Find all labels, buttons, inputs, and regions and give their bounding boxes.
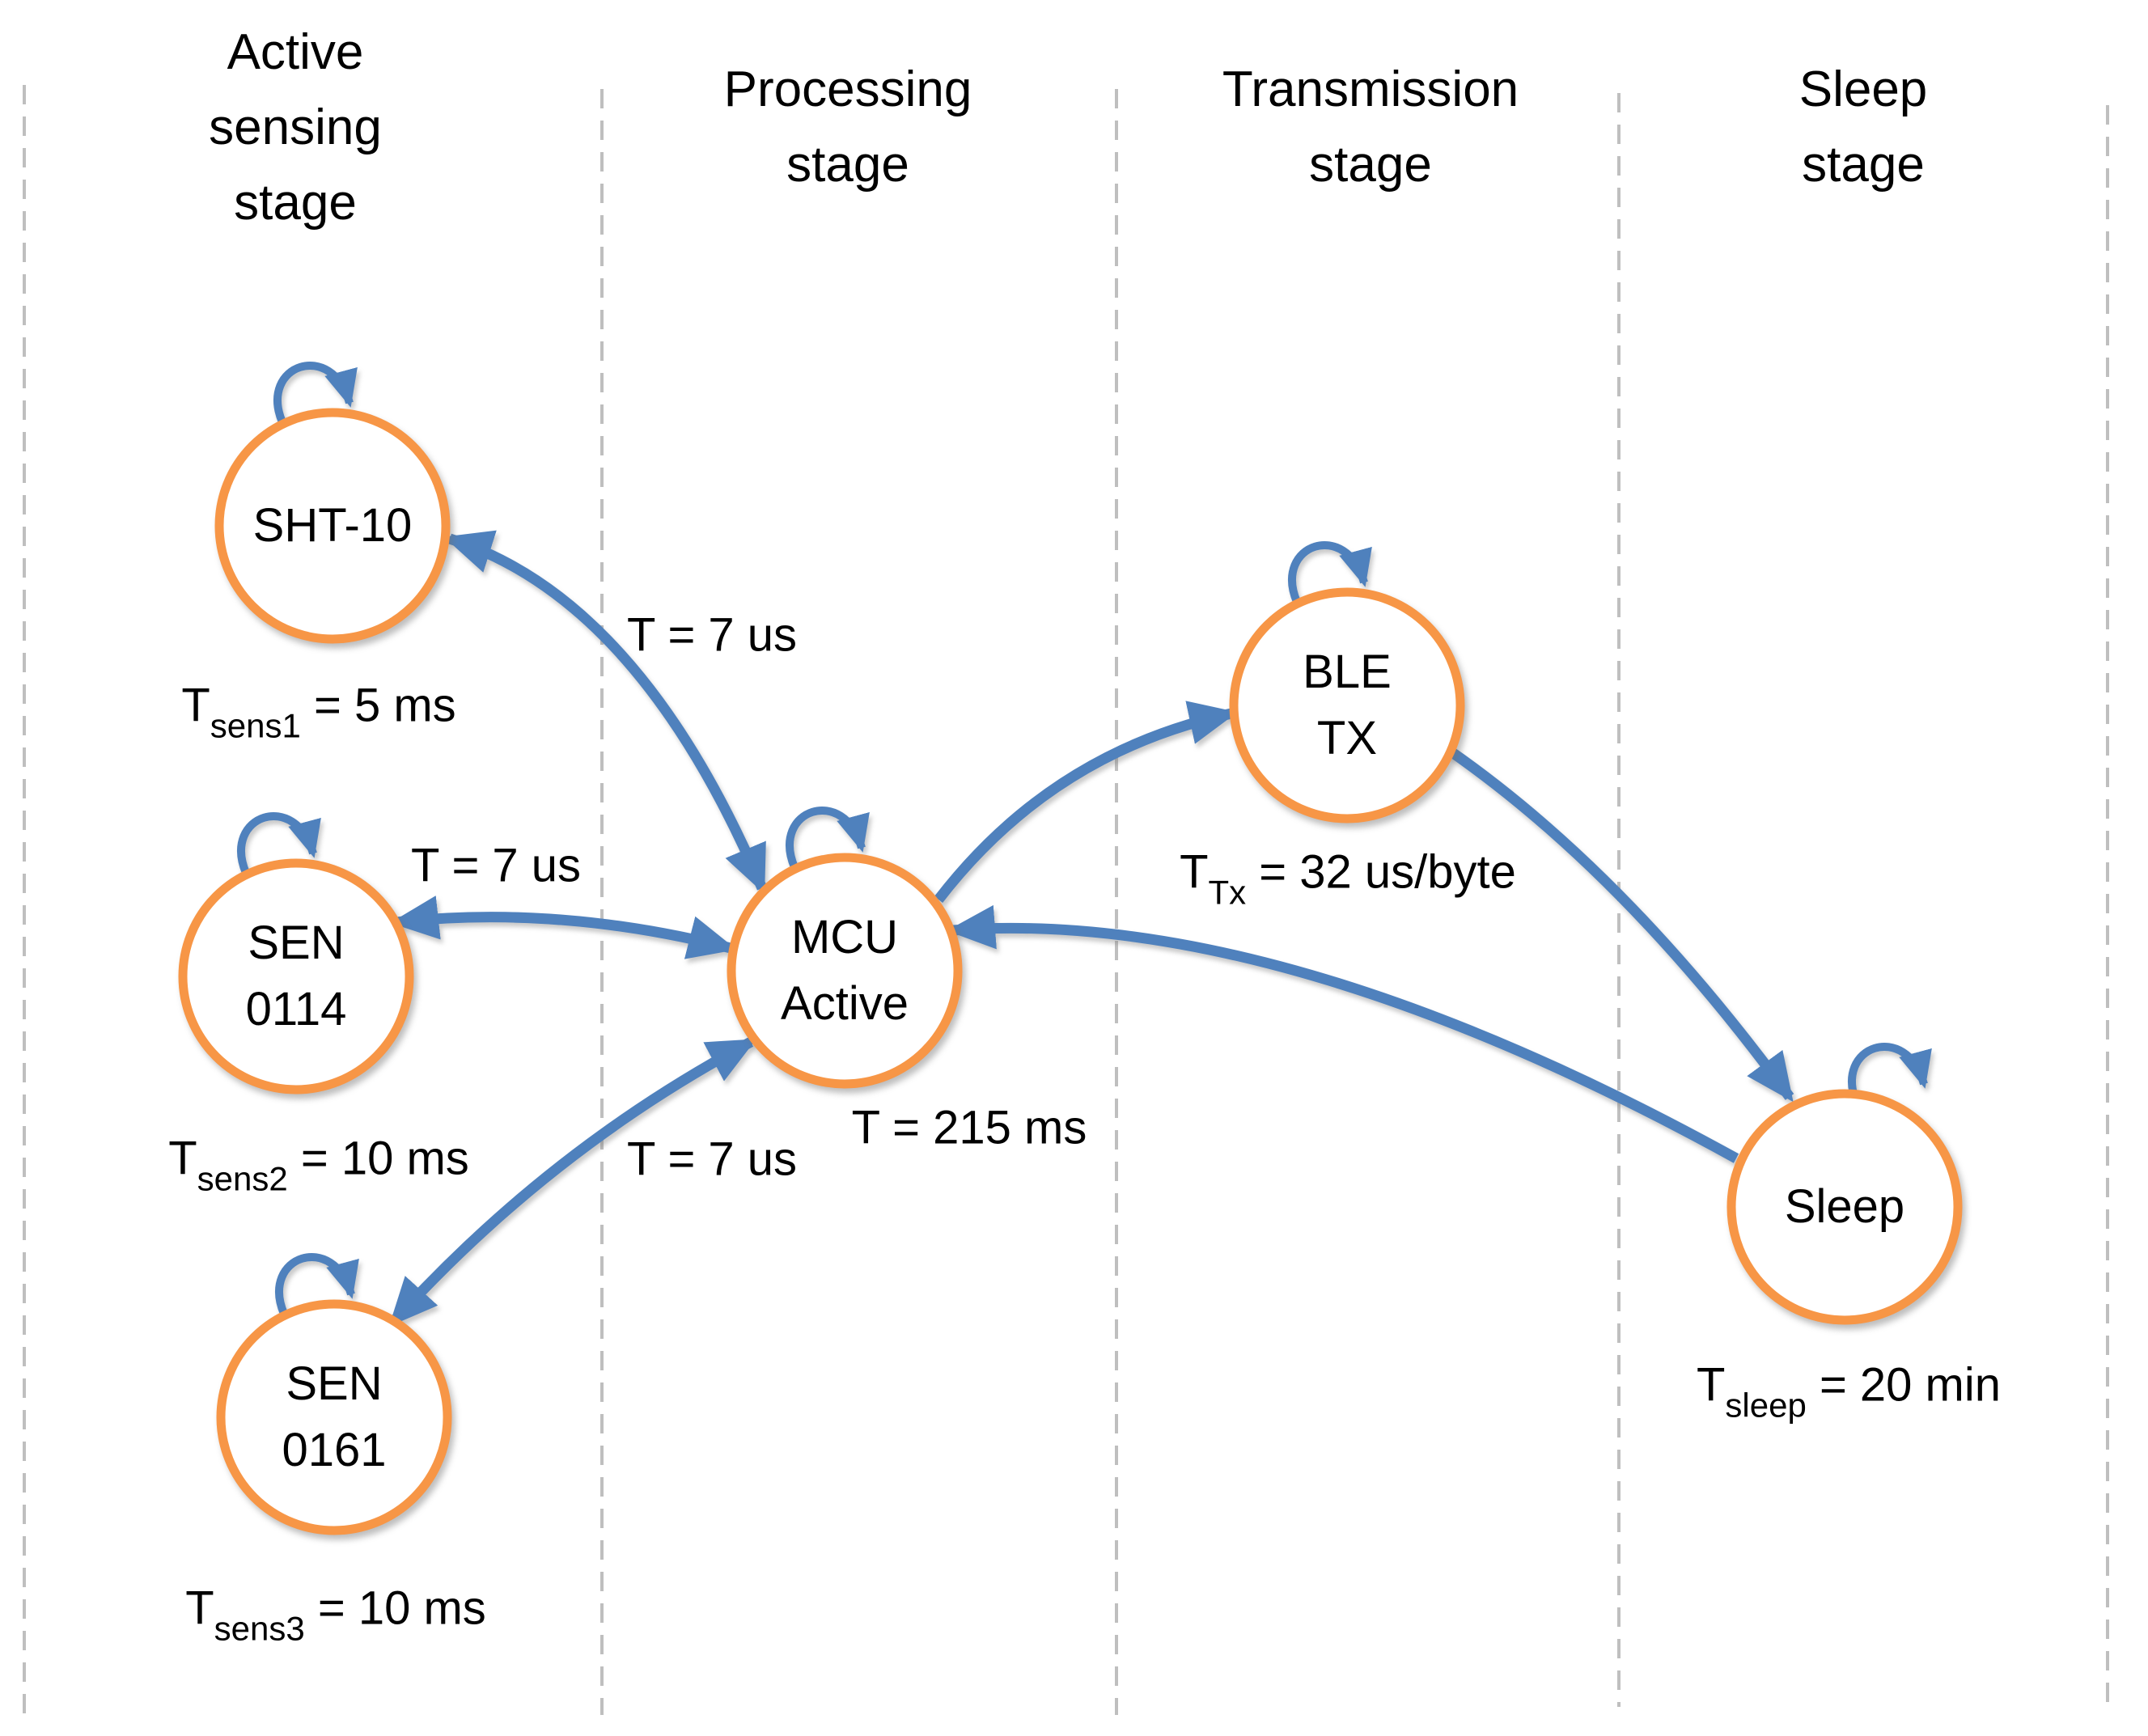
time-label-subscript: sleep (1725, 1386, 1807, 1425)
time-label-base: T (185, 1581, 214, 1635)
self-loop-sen0161 (275, 1253, 359, 1315)
self-loop-sht10 (273, 362, 358, 424)
node-label-sht10: SHT-10 (252, 499, 413, 552)
transition-edges (388, 530, 1794, 1327)
time-label-subscript: sens2 (197, 1159, 288, 1198)
time-label-base: T (1696, 1358, 1726, 1412)
time-label-mcu-active: T = 215 ms (851, 1101, 1087, 1154)
stage-header-active-sensing: Active sensing stage (209, 24, 382, 231)
node-label-mcu: MCU Active (781, 911, 909, 1030)
state-node-sen0161 (216, 1299, 452, 1535)
time-label-base: T (181, 679, 210, 732)
edge-mcu-ble (934, 701, 1238, 903)
edge-sht10-mcu (443, 530, 767, 895)
edge-ble-sleep (1447, 746, 1794, 1103)
edge-label-sht10-mcu: T = 7 us (626, 608, 798, 662)
time-label-sens3: Tsens3 = 10 ms (185, 1581, 486, 1646)
stage-header-processing: Processing stage (723, 61, 972, 193)
time-label-subscript: sens3 (214, 1609, 305, 1648)
self-loop-mcu (786, 807, 870, 869)
state-node-sleep (1726, 1089, 1963, 1325)
time-label-sens2: Tsens2 = 10 ms (168, 1132, 469, 1196)
state-node-mcu (727, 853, 963, 1089)
edge-sleep-mcu (947, 904, 1739, 1163)
state-node-sht10 (214, 408, 451, 644)
time-label-value: = 5 ms (300, 679, 456, 732)
node-label-sen0114: SEN 0114 (245, 917, 347, 1035)
state-nodes (178, 408, 1963, 1535)
time-label-value: = 10 ms (287, 1132, 469, 1185)
time-label-value: = 20 min (1806, 1358, 2002, 1412)
self-loop-sen0114 (237, 812, 321, 874)
node-label-ble-tx: BLE TX (1303, 646, 1392, 764)
edge-sen0161-mcu (388, 1037, 756, 1327)
time-label-value: = 32 us/byte (1246, 845, 1516, 899)
state-node-sen0114 (178, 858, 414, 1095)
state-node-ble-tx (1229, 587, 1465, 824)
self-loop-sleep (1848, 1043, 1932, 1105)
edge-label-sen0114-mcu: T = 7 us (410, 839, 582, 892)
node-label-sleep: Sleep (1784, 1180, 1905, 1233)
time-label-subscript: Tx (1208, 873, 1247, 912)
time-label-base: T (1180, 845, 1209, 899)
time-label-value: = 10 ms (304, 1581, 486, 1635)
edge-label-sen0161-mcu: T = 7 us (626, 1133, 798, 1186)
self-loops (237, 362, 1932, 1315)
time-label-base: T (168, 1132, 197, 1185)
time-label-sens1: Tsens1 = 5 ms (181, 679, 456, 743)
stage-header-sleep: Sleep stage (1798, 61, 1928, 193)
time-label-sleep: Tsleep = 20 min (1696, 1358, 2002, 1423)
time-label-subscript: sens1 (210, 706, 301, 745)
edge-sen0114-mcu (390, 896, 737, 959)
node-label-sen0161: SEN 0161 (282, 1357, 387, 1476)
self-loop-ble (1288, 541, 1372, 603)
stage-header-transmission: Transmission stage (1222, 61, 1519, 193)
time-label-tx: TTx = 32 us/byte (1180, 845, 1516, 910)
